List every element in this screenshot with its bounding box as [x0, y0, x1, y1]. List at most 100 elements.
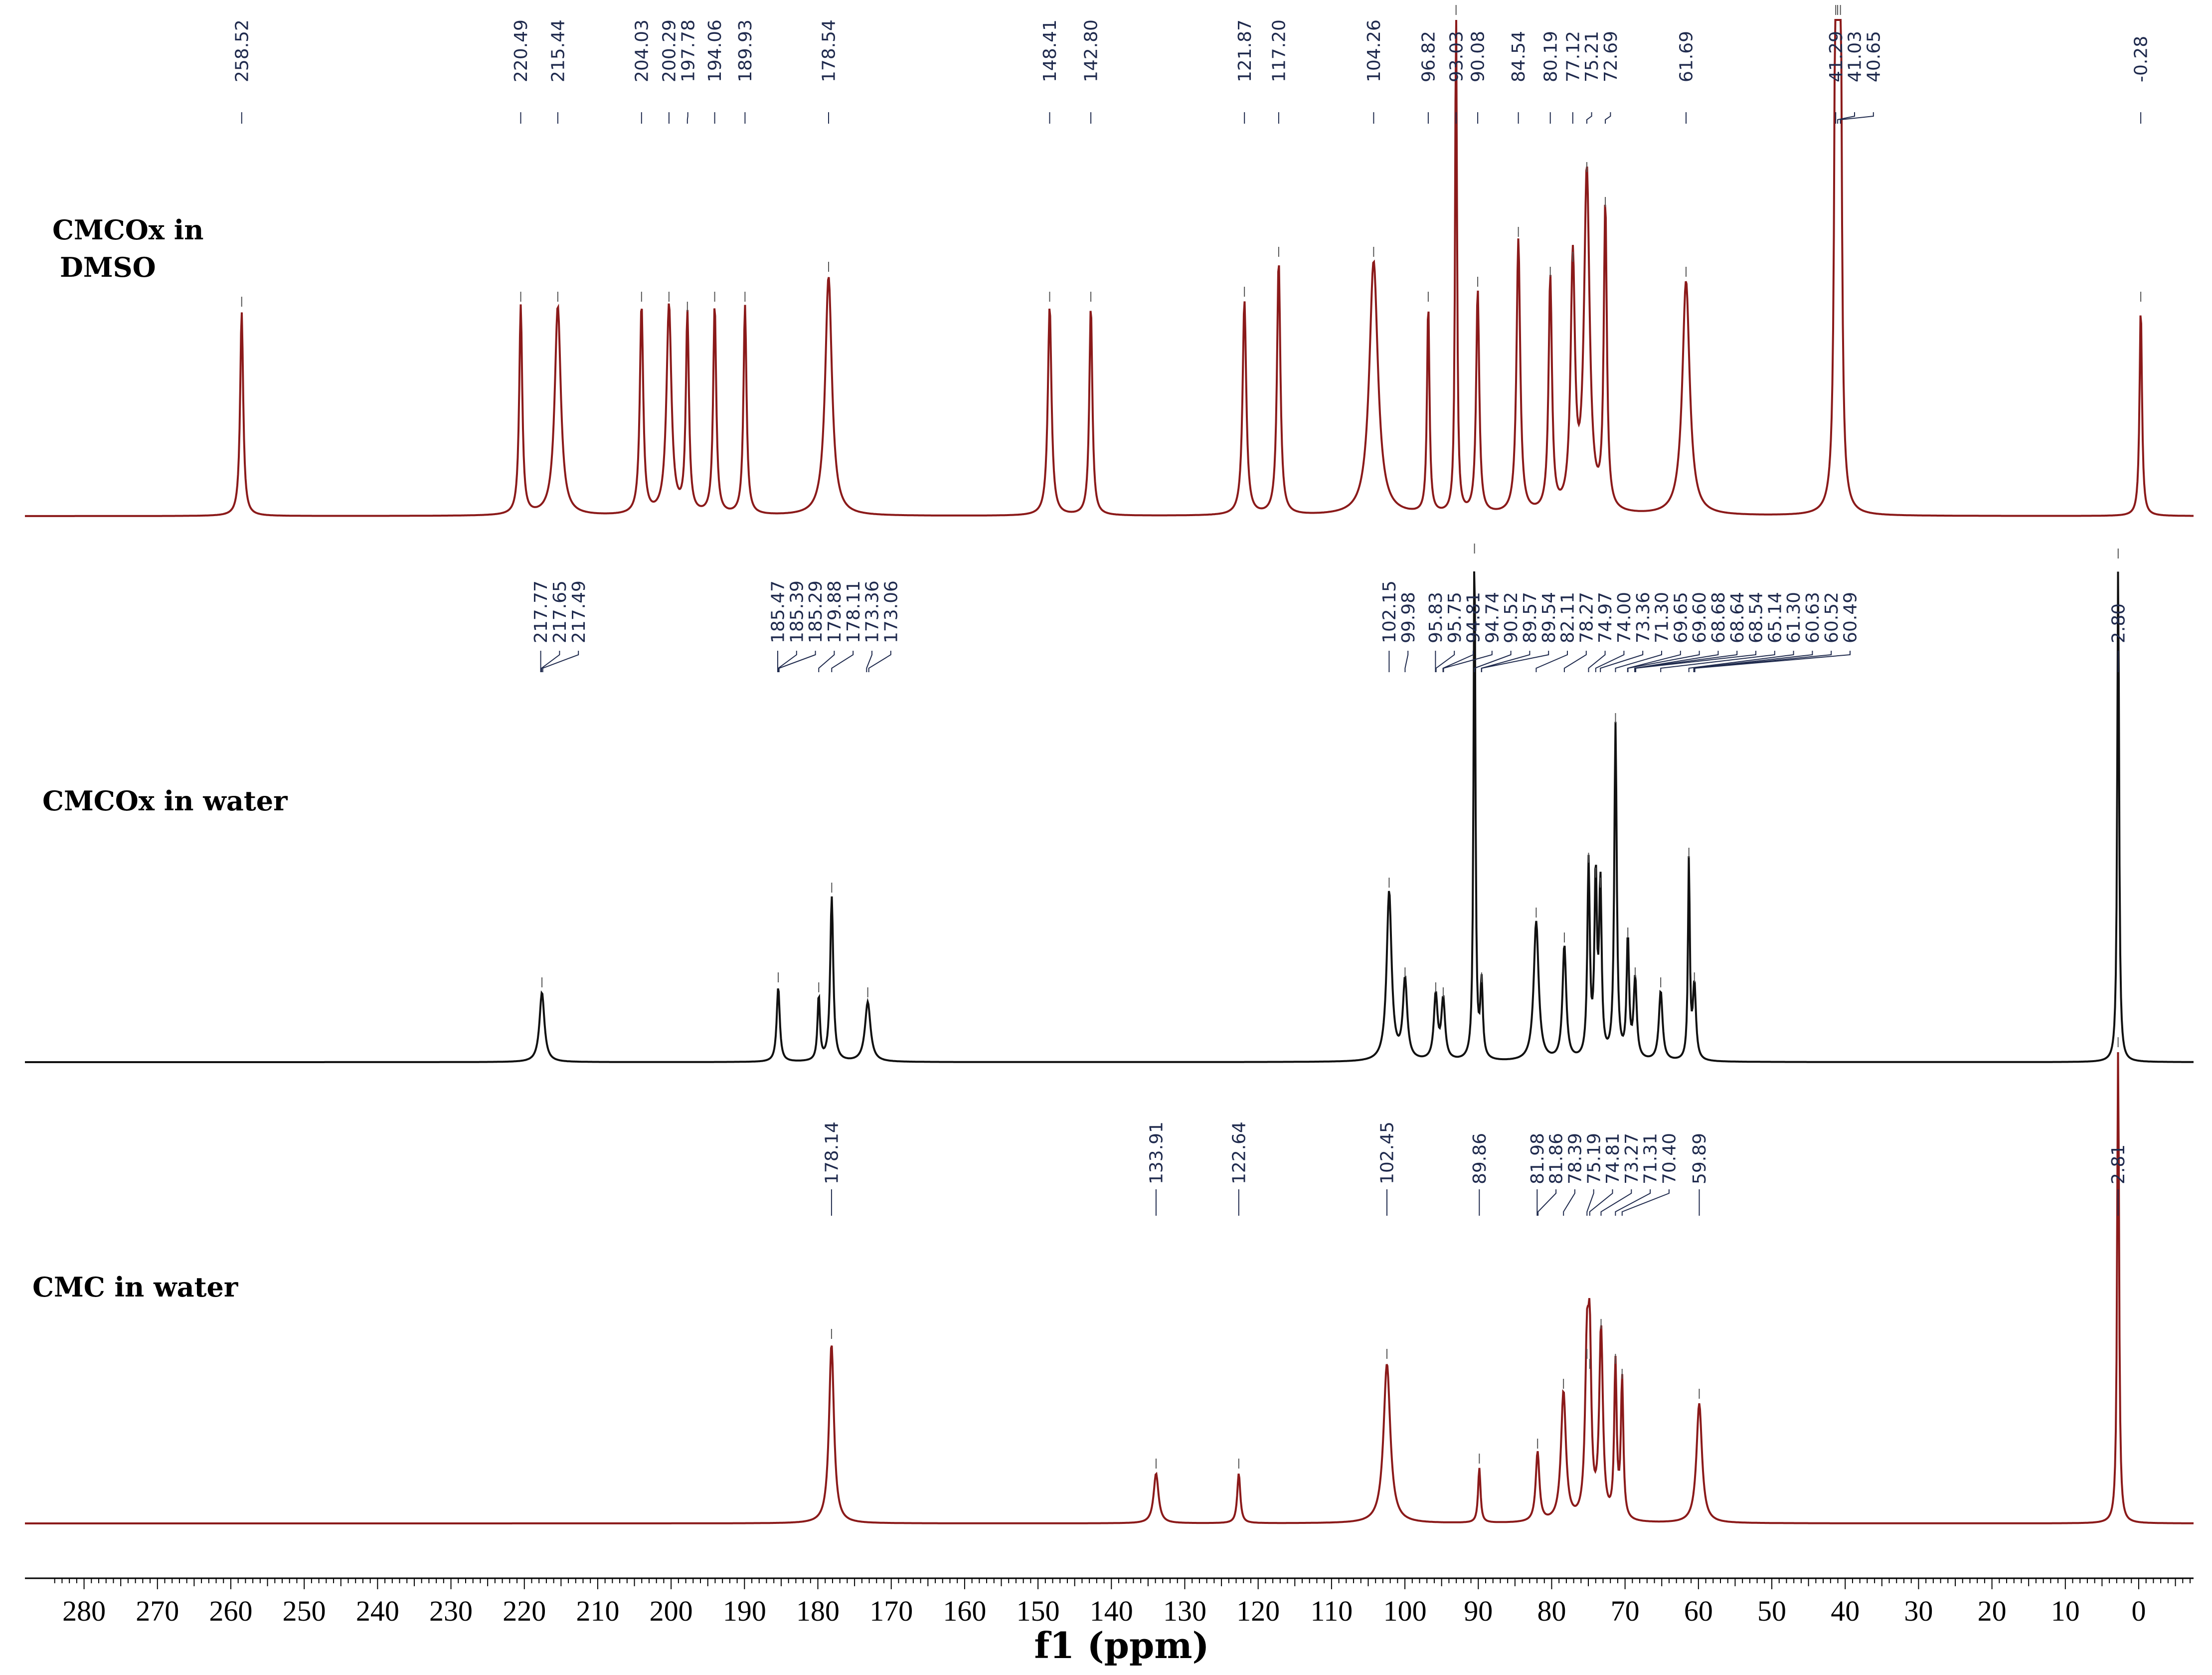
- peak-label: 121.87: [1235, 19, 1255, 82]
- peak-connector: [866, 651, 872, 672]
- peak-label: 217.65: [550, 580, 570, 643]
- peak-label: 173.06: [881, 580, 901, 643]
- peak-connector: [1435, 651, 1455, 672]
- peak-connector: [1600, 651, 1644, 672]
- peak-label: 78.39: [1565, 1133, 1586, 1184]
- peak-label: 94.81: [1464, 592, 1484, 643]
- peak-label: 71.30: [1652, 592, 1673, 643]
- peak-connector: [1634, 651, 1719, 672]
- peak-connector: [1660, 651, 1775, 672]
- x-axis: 280 270 260 250 240 230 220 210 200 190 180 170 160 1…: [25, 1577, 2194, 1667]
- peak-label: 41.29: [1826, 31, 1847, 82]
- tick-label: 140: [1090, 1595, 1133, 1627]
- peak-label: 80.19: [1540, 31, 1561, 82]
- spectrum-name: CMCOx in water: [42, 785, 288, 817]
- tick-label: 280: [62, 1595, 106, 1627]
- peak-label: 133.91: [1147, 1121, 1167, 1184]
- peak-connector: [541, 651, 560, 672]
- tick-label: 190: [723, 1595, 766, 1627]
- peak-label: 217.49: [569, 580, 589, 643]
- x-axis-title: f1 (ppm): [1034, 1624, 1209, 1667]
- peak-connector: [686, 112, 688, 124]
- peak-label: 68.54: [1746, 592, 1767, 643]
- peak-connector: [1605, 112, 1611, 124]
- peak-label: 89.86: [1470, 1133, 1490, 1184]
- peak-connector: [1621, 1189, 1670, 1216]
- peak-label: 2.80: [2108, 603, 2129, 643]
- tick-label: 210: [576, 1595, 619, 1627]
- peak-label: 59.89: [1690, 1133, 1710, 1184]
- peak-label: 217.77: [531, 580, 551, 643]
- peak-label: 215.44: [548, 19, 569, 82]
- peak-connector: [1589, 1189, 1613, 1216]
- peak-label: 60.49: [1841, 592, 1861, 643]
- tick-label: 270: [136, 1595, 179, 1627]
- peak-label: 75.21: [1582, 31, 1602, 82]
- tick-label: 90: [1464, 1595, 1493, 1627]
- peak-label: 81.86: [1546, 1133, 1567, 1184]
- peak-connector: [778, 651, 797, 672]
- peak-label: 204.03: [632, 19, 652, 82]
- tick-label: 10: [2051, 1595, 2080, 1627]
- peak-connector: [1627, 651, 1700, 672]
- peak-label: 95.83: [1426, 592, 1446, 643]
- peak-label: 61.69: [1677, 31, 1697, 82]
- peak-connector: [1688, 651, 1794, 672]
- peak-label: 73.36: [1633, 592, 1654, 643]
- peak-label: 185.29: [806, 580, 826, 643]
- peak-label: 61.30: [1784, 592, 1804, 643]
- tick-label: 20: [1978, 1595, 2007, 1627]
- tick-label: 60: [1684, 1595, 1713, 1627]
- spectrum-trace: [25, 19, 2194, 517]
- tick-label: 50: [1757, 1595, 1786, 1627]
- peak-label: 60.52: [1822, 592, 1842, 643]
- peak-label: 69.60: [1690, 592, 1710, 643]
- peak-label: 81.98: [1528, 1133, 1548, 1184]
- peak-label: 99.98: [1398, 592, 1419, 643]
- peak-label: 104.26: [1364, 19, 1384, 82]
- peak-connector: [831, 651, 854, 672]
- peak-label: 122.64: [1229, 1121, 1249, 1184]
- tick-label: 80: [1537, 1595, 1566, 1627]
- peak-label: -0.28: [2131, 36, 2152, 82]
- peak-label: 200.29: [660, 19, 680, 82]
- peak-label: 71.31: [1641, 1133, 1661, 1184]
- tick-label: 170: [869, 1595, 913, 1627]
- tick-label: 0: [2132, 1595, 2146, 1627]
- peak-connector: [1615, 651, 1662, 672]
- peak-connector: [1615, 1189, 1651, 1216]
- spectrum-trace: [25, 1052, 2194, 1524]
- peak-label: 72.69: [1601, 31, 1621, 82]
- spectrum-panel: CMCOx in DMSO 258.52 220.49 215.44 204.03 200.…: [25, 5, 2194, 517]
- tick-label: 180: [796, 1595, 840, 1627]
- peak-label: 96.82: [1419, 31, 1439, 82]
- peak-label: 68.64: [1727, 592, 1748, 643]
- peak-label: 74.97: [1595, 592, 1616, 643]
- peak-connector: [868, 651, 891, 672]
- peak-connector: [542, 651, 579, 672]
- peak-label: 41.03: [1845, 31, 1866, 82]
- peak-label: 90.08: [1468, 31, 1489, 82]
- tick-label: 150: [1017, 1595, 1060, 1627]
- peak-label: 189.93: [735, 19, 756, 82]
- peak-label: 117.20: [1269, 19, 1290, 82]
- peak-connector: [1600, 1189, 1632, 1216]
- tick-label: 240: [356, 1595, 399, 1627]
- peak-label: 68.68: [1708, 592, 1729, 643]
- peak-label: 60.63: [1803, 592, 1823, 643]
- peak-label: 220.49: [511, 19, 531, 82]
- peak-label: 94.74: [1482, 592, 1503, 643]
- peak-connector: [1481, 651, 1531, 672]
- peak-label: 75.19: [1584, 1133, 1604, 1184]
- peak-label: 185.39: [787, 580, 807, 643]
- peak-label: 65.14: [1765, 592, 1785, 643]
- peak-label: 74.81: [1603, 1133, 1623, 1184]
- tick-label: 220: [503, 1595, 546, 1627]
- peak-label: 178.14: [822, 1121, 843, 1184]
- peak-label: 173.36: [862, 580, 883, 643]
- peak-label: 78.27: [1576, 592, 1597, 643]
- peak-label: 93.03: [1446, 31, 1467, 82]
- peak-connector: [1563, 651, 1587, 672]
